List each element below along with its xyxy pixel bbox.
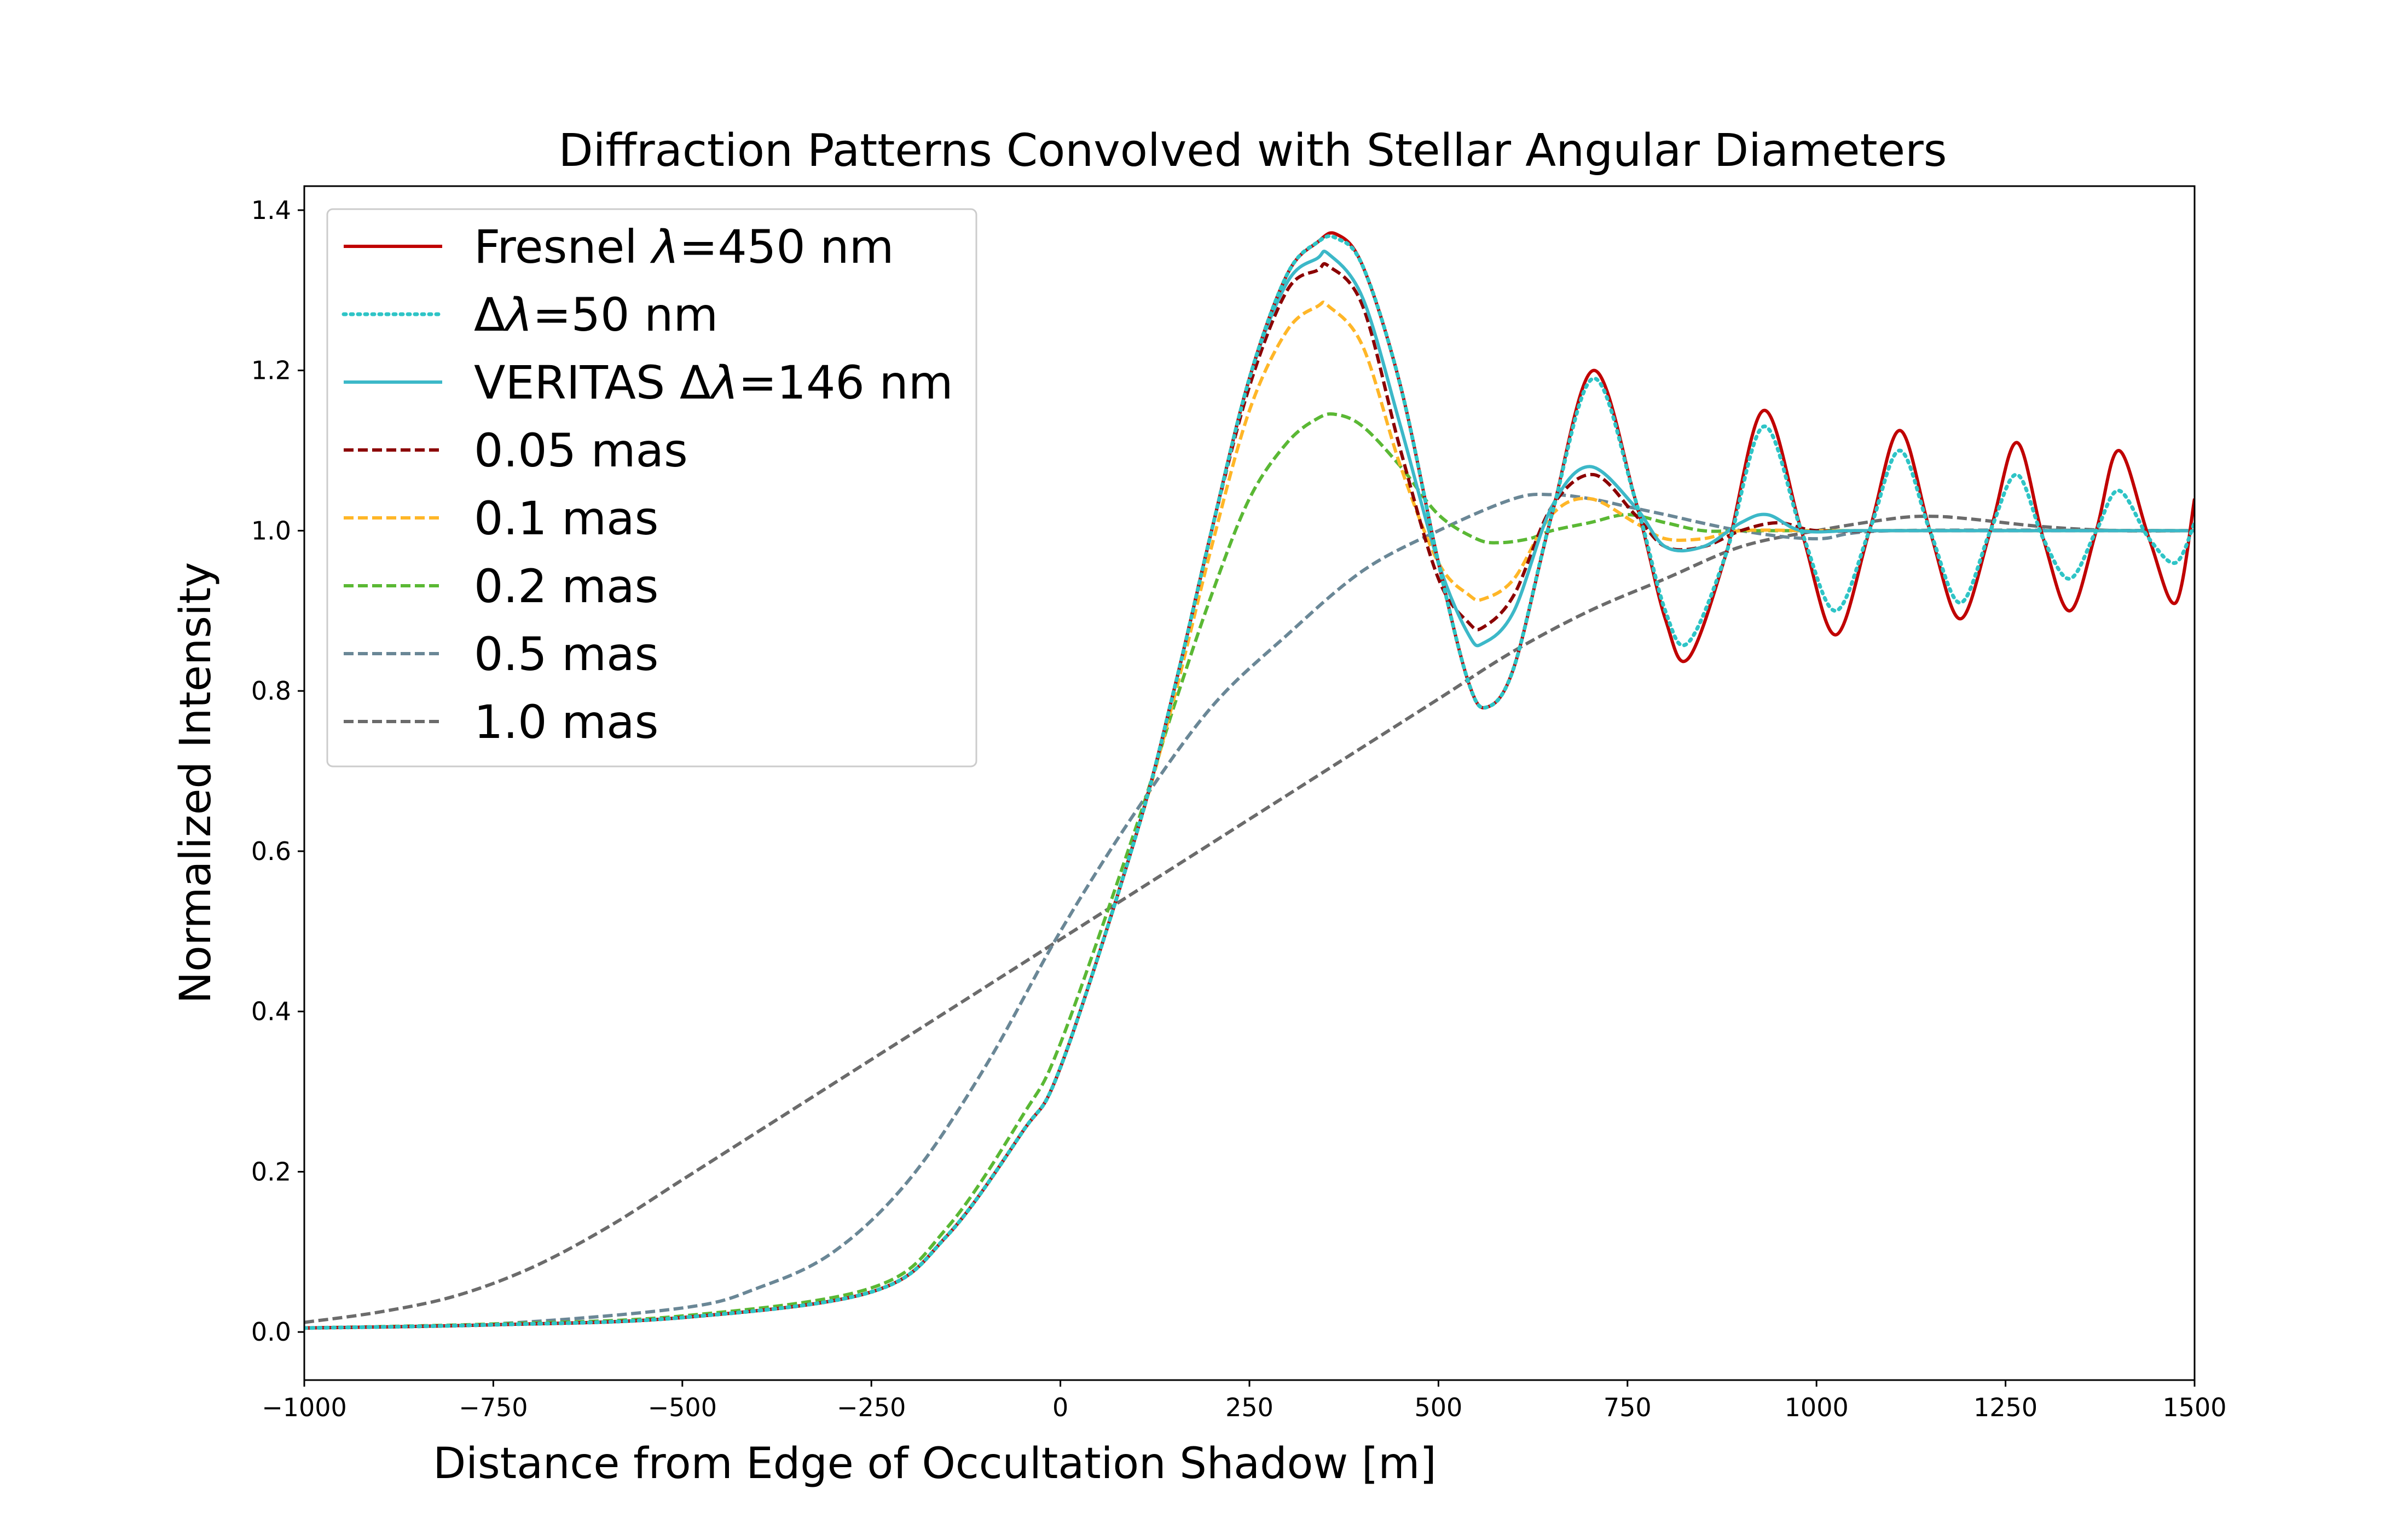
legend-label: 0.2 mas — [474, 559, 658, 613]
legend-label: Fresnel λ=450 nm — [474, 220, 894, 274]
x-tick-label: −1000 — [262, 1393, 347, 1422]
y-tick-label: 1.2 — [251, 356, 291, 385]
legend-label: 1.0 mas — [474, 695, 658, 749]
series-line-5 — [304, 412, 2195, 1330]
x-tick-label: 0 — [1052, 1393, 1068, 1422]
legend-label: 0.1 mas — [474, 492, 658, 545]
x-tick-label: 1250 — [1973, 1393, 2037, 1422]
y-axis: 0.0 0.2 0.4 0.6 0.8 1.0 1.2 1.4 — [251, 195, 304, 1347]
legend-label: VERITAS Δλ=146 nm — [474, 356, 953, 409]
y-tick-label: 0.2 — [251, 1157, 291, 1186]
series-line-7 — [304, 515, 2195, 1324]
x-axis-label: Distance from Edge of Occultation Shadow… — [433, 1439, 1437, 1488]
y-tick-label: 0.0 — [251, 1317, 291, 1347]
x-tick-label: 750 — [1604, 1393, 1652, 1422]
x-tick-label: −750 — [459, 1393, 528, 1422]
legend: Fresnel λ=450 nm Δλ=50 nm VERITAS Δλ=146 n… — [326, 208, 977, 768]
plot-lines — [304, 231, 2195, 1330]
legend-label: Δλ=50 nm — [474, 288, 718, 342]
legend-box — [326, 208, 977, 768]
x-tick-label: 1000 — [1785, 1393, 1849, 1422]
y-tick-label: 0.8 — [251, 676, 291, 706]
x-tick-label: 500 — [1414, 1393, 1462, 1422]
x-tick-label: 250 — [1225, 1393, 1274, 1422]
x-tick-label: −250 — [837, 1393, 906, 1422]
y-axis-label: Normalized Intensity — [171, 562, 221, 1004]
x-tick-label: 1500 — [2162, 1393, 2226, 1422]
series-line-1 — [304, 234, 2195, 1330]
y-tick-label: 1.4 — [251, 195, 291, 225]
chart-title: Diffraction Patterns Convolved with Stel… — [558, 125, 1947, 177]
y-tick-label: 0.4 — [251, 997, 291, 1026]
legend-label: 0.5 mas — [474, 627, 658, 681]
legend-label: 0.05 mas — [474, 424, 688, 477]
y-tick-label: 0.6 — [251, 836, 291, 866]
x-axis: −1000 −750 −500 −250 0 250 500 750 1000 1250 1500 — [262, 1380, 2227, 1422]
x-tick-label: −500 — [648, 1393, 717, 1422]
y-tick-label: 1.0 — [251, 516, 291, 545]
